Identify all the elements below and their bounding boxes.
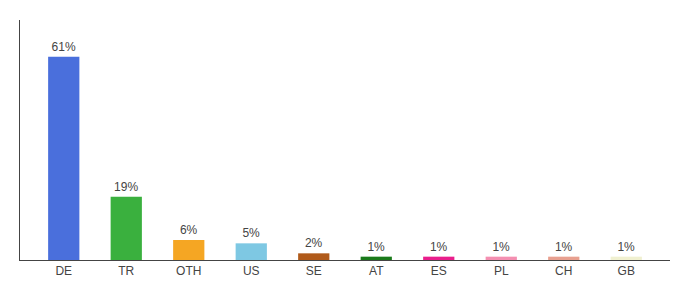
svg-text:AT: AT [369, 264, 384, 278]
svg-text:1%: 1% [367, 240, 385, 254]
svg-text:CH: CH [555, 264, 572, 278]
svg-text:TR: TR [118, 264, 134, 278]
svg-text:2%: 2% [305, 236, 323, 250]
svg-text:SE: SE [306, 264, 322, 278]
svg-text:6%: 6% [180, 223, 198, 237]
svg-text:1%: 1% [430, 240, 448, 254]
svg-text:61%: 61% [52, 40, 76, 54]
svg-text:OTH: OTH [176, 264, 201, 278]
svg-text:DE: DE [55, 264, 72, 278]
svg-text:19%: 19% [114, 180, 138, 194]
svg-text:1%: 1% [492, 240, 510, 254]
svg-text:5%: 5% [242, 226, 260, 240]
svg-text:GB: GB [618, 264, 635, 278]
svg-text:PL: PL [494, 264, 509, 278]
svg-text:US: US [243, 264, 260, 278]
svg-text:ES: ES [431, 264, 447, 278]
svg-text:1%: 1% [555, 240, 573, 254]
svg-text:1%: 1% [617, 240, 635, 254]
